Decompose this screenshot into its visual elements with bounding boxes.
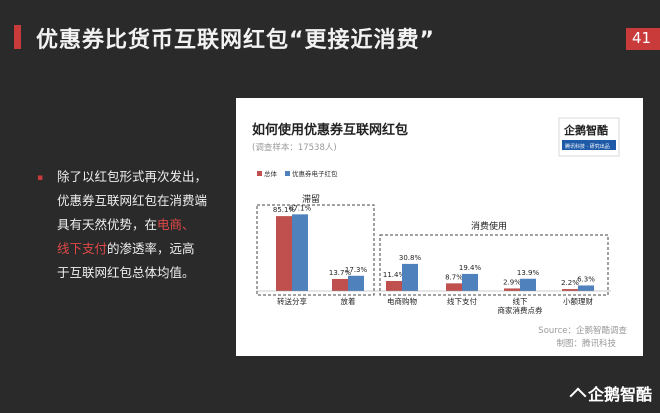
bar-coupon-3 — [462, 273, 478, 291]
body-paragraph: 除了以红包形式再次发出， 优惠券互联网红包在消费端 具有天然优势，在电商、 线下… — [57, 165, 217, 285]
bullet-marker: ▪ — [37, 173, 44, 183]
data-label-total-0: 85.1% — [273, 206, 296, 214]
data-label-coupon-5: 6.3% — [577, 275, 595, 283]
data-label-coupon-4: 13.9% — [517, 269, 540, 277]
x-tick-label-4-1: 商家消费点券 — [498, 305, 543, 315]
source-line-2: 制图：腾讯科技 — [556, 338, 616, 349]
page-title: 优惠券比货币互联网红包“更接近消费” — [36, 28, 435, 53]
data-label-total-5: 2.2% — [561, 279, 579, 287]
data-label-total-1: 13.7% — [329, 269, 352, 277]
bar-coupon-1 — [348, 275, 364, 291]
footer-logo: 企鹅智酷 — [569, 381, 653, 405]
bar-total-3 — [446, 283, 462, 291]
bar-total-4 — [504, 288, 520, 291]
legend-label-total: 总体 — [264, 169, 278, 178]
body-line-4b: 的渗透率，远高 — [107, 241, 195, 256]
chart-panel: 如何使用优惠券互联网红包 (调查样本：17538人) 企鹅智酷 腾讯科技 · 研… — [236, 98, 643, 356]
bar-total-0 — [276, 216, 292, 291]
chart-subtitle: (调查样本：17538人) — [252, 142, 337, 153]
body-line-1: 除了以红包形式再次发出， — [57, 169, 208, 184]
page-number: 41 — [632, 29, 652, 47]
x-tick-label-5: 小额理财 — [563, 296, 593, 306]
brand-logo-text: 企鹅智酷 — [563, 123, 608, 137]
footer-logo-text: 企鹅智酷 — [588, 385, 653, 404]
x-tick-label-0: 转送分享 — [277, 296, 307, 306]
title-accent-bar — [14, 25, 21, 49]
bar-total-2 — [386, 280, 402, 291]
bar-coupon-2 — [402, 263, 418, 291]
body-line-3a: 具有天然优势，在 — [57, 217, 158, 232]
data-label-coupon-1: 17.3% — [345, 266, 368, 274]
group-label-retained: 滞留 — [302, 193, 320, 205]
x-tick-label-1: 放着 — [341, 296, 356, 306]
page-number-badge — [626, 28, 660, 50]
penguin-logo-icon — [569, 387, 587, 405]
body-line-5: 于互联网红包总体均值。 — [57, 265, 195, 280]
source-line-1: Source：企鹅智酷调查 — [538, 325, 627, 336]
data-label-coupon-0: 87.1% — [289, 204, 312, 212]
data-label-coupon-3: 19.4% — [459, 264, 482, 272]
legend-label-coupon: 优惠券电子红包 — [292, 169, 338, 178]
bar-total-5 — [562, 289, 578, 291]
legend: 总体 优惠券电子红包 — [257, 169, 338, 178]
bar-total-1 — [332, 278, 348, 291]
group-box-retained — [256, 204, 375, 296]
bar-coupon-4 — [520, 278, 536, 291]
chart-title: 如何使用优惠券互联网红包 — [252, 122, 408, 138]
brand-logo: 企鹅智酷 腾讯科技 · 研究出品 — [558, 117, 620, 157]
data-label-total-4: 2.9% — [503, 278, 521, 286]
legend-swatch-coupon — [285, 171, 290, 176]
data-label-coupon-2: 30.8% — [399, 254, 422, 262]
x-tick-label-4-0: 线下 — [513, 296, 528, 306]
data-label-total-2: 11.4% — [383, 271, 406, 279]
bar-coupon-5 — [578, 285, 594, 291]
body-line-2: 优惠券互联网红包在消费端 — [57, 193, 208, 208]
group-label-consumption: 消费使用 — [471, 220, 507, 232]
legend-swatch-total — [257, 171, 262, 176]
brand-logo-subtext: 腾讯科技 · 研究出品 — [565, 143, 610, 150]
data-label-total-3: 8.7% — [445, 273, 463, 281]
bar-chart: 如何使用优惠券互联网红包 (调查样本：17538人) 企鹅智酷 腾讯科技 · 研… — [252, 117, 627, 349]
x-tick-label-3: 线下支付 — [447, 296, 477, 306]
body-highlight-ecommerce: 电商、 — [157, 217, 195, 232]
bar-coupon-0 — [292, 214, 308, 291]
x-tick-label-2: 电商购物 — [387, 296, 417, 306]
group-box-consumption — [379, 234, 609, 296]
body-highlight-offline: 线下支付 — [57, 241, 108, 256]
